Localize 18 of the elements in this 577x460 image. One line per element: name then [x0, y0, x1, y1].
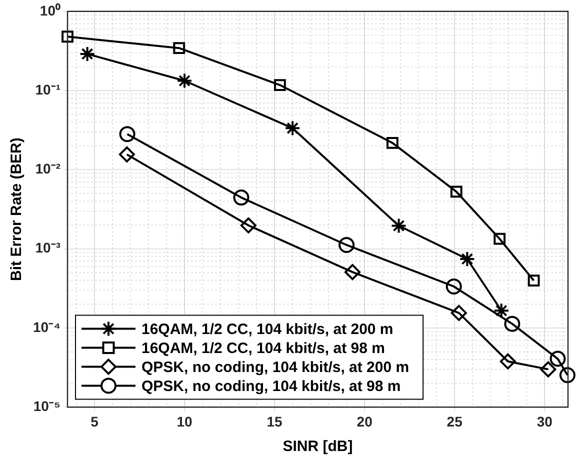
x-tick-label: 10	[176, 413, 193, 430]
y-tick-label: 10⁻⁵	[33, 398, 60, 414]
y-tick-label: 10⁻³	[35, 240, 61, 256]
y-tick-label: 10⁻¹	[35, 81, 61, 98]
y-axis-title: Bit Error Rate (BER)	[8, 138, 26, 281]
x-tick-label: 15	[266, 413, 283, 430]
legend-label: QPSK, no coding, 104 kbit/s, at 98 m	[141, 378, 401, 395]
legend-label: QPSK, no coding, 104 kbit/s, at 200 m	[141, 358, 410, 376]
x-tick-label: 25	[446, 413, 463, 430]
x-tick-label: 5	[90, 413, 99, 430]
y-tick-label: 10⁻⁴	[32, 318, 61, 335]
x-tick-label: 20	[356, 413, 373, 430]
x-axis-title: SINR [dB]	[282, 438, 353, 456]
y-tick-label: 10⁰	[40, 2, 60, 18]
legend-label: 16QAM, 1/2 CC, 104 kbit/s, at 98 m	[141, 340, 385, 357]
x-tick-label: 30	[536, 413, 553, 430]
legend-label: 16QAM, 1/2 CC, 104 kbit/s, at 200 m	[141, 320, 394, 338]
y-tick-label: 10⁻²	[35, 160, 61, 177]
